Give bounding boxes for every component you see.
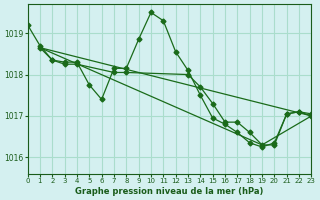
- X-axis label: Graphe pression niveau de la mer (hPa): Graphe pression niveau de la mer (hPa): [75, 187, 264, 196]
